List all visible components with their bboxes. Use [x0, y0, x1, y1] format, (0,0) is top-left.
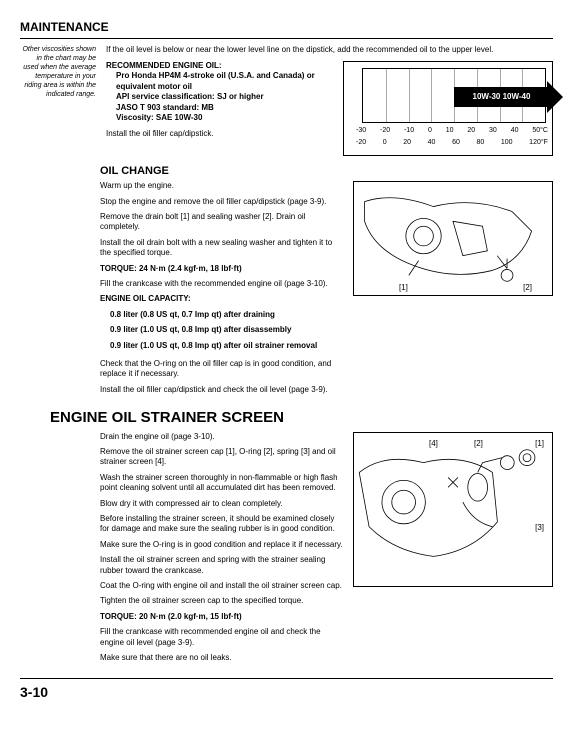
tick: 40 [428, 138, 436, 147]
tick: 40 [511, 126, 519, 135]
tick: 50°C [532, 126, 548, 135]
oc-cap-title: ENGINE OIL CAPACITY: [100, 294, 345, 304]
tick: -20 [356, 138, 366, 147]
drain-bolt-diagram: [1] [2] [353, 181, 553, 296]
viscosity-arrow-icon: 10W-30 10W-40 [454, 87, 549, 107]
st-p3: Wash the strainer screen thoroughly in n… [100, 473, 345, 494]
viscosity-sidenote: Other viscosities shown in the chart may… [20, 45, 100, 156]
tick: -10 [404, 126, 414, 135]
tick: 20 [467, 126, 475, 135]
tick: 120°F [529, 138, 548, 147]
oc-p2: Stop the engine and remove the oil fille… [100, 197, 345, 207]
tick: 30 [489, 126, 497, 135]
oc-p5: Fill the crankcase with the recommended … [100, 279, 345, 289]
strainer-title: ENGINE OIL STRAINER SCREEN [50, 408, 553, 428]
diagram-label-1: [1] [399, 283, 408, 293]
oc-p6: Check that the O-ring on the oil filler … [100, 359, 345, 380]
tick: 20 [403, 138, 411, 147]
page-header: MAINTENANCE [20, 20, 553, 39]
tick: -30 [356, 126, 366, 135]
diagram-label-2: [2] [523, 283, 532, 293]
rec-oil-line2: API service classification: SJ or higher [106, 92, 335, 102]
tick: 80 [476, 138, 484, 147]
page-number: 3-10 [20, 684, 48, 700]
st-p1: Drain the engine oil (page 3-10). [100, 432, 345, 442]
rec-oil-line3: JASO T 903 standard: MB [106, 103, 335, 113]
st-p10: Fill the crankcase with recommended engi… [100, 627, 345, 648]
oc-p4: Install the oil drain bolt with a new se… [100, 238, 345, 259]
oil-change-section: OIL CHANGE Warm up the engine. Stop the … [100, 164, 553, 400]
oc-cap2: 0.9 liter (1.0 US qt, 0.8 Imp qt) after … [100, 325, 345, 335]
tick: 100 [501, 138, 513, 147]
diagram-label-1: [1] [535, 439, 544, 449]
oc-cap1: 0.8 liter (0.8 US qt, 0.7 Imp qt) after … [100, 310, 345, 320]
st-p5: Before installing the strainer screen, i… [100, 514, 345, 535]
strainer-diagram: [1] [2] [3] [4] [353, 432, 553, 587]
tick: 10 [446, 126, 454, 135]
st-p2: Remove the oil strainer screen cap [1], … [100, 447, 345, 468]
st-p7: Install the oil strainer screen and spri… [100, 555, 345, 576]
top-section: Other viscosities shown in the chart may… [20, 45, 553, 156]
oc-p3: Remove the drain bolt [1] and sealing wa… [100, 212, 345, 233]
rec-oil-title: RECOMMENDED ENGINE OIL: [106, 61, 335, 71]
rec-oil-line4: Viscosity: SAE 10W-30 [106, 113, 335, 123]
recommended-oil-block: RECOMMENDED ENGINE OIL: Pro Honda HP4M 4… [106, 61, 335, 156]
oil-change-title: OIL CHANGE [100, 164, 553, 178]
st-p11: Make sure that there are no oil leaks. [100, 653, 345, 663]
strainer-section: Drain the engine oil (page 3-10). Remove… [100, 432, 553, 669]
tick: 0 [383, 138, 387, 147]
install-filler-text: Install the oil filler cap/dipstick. [106, 129, 335, 139]
page-footer: 3-10 [20, 678, 553, 701]
tick: 0 [428, 126, 432, 135]
diagram-label-3: [3] [535, 523, 544, 533]
st-torque: TORQUE: 20 N·m (2.0 kgf·m, 15 lbf·ft) [100, 612, 345, 622]
celsius-scale: -30 -20 -10 0 10 20 30 40 50°C [356, 126, 548, 135]
tick: -20 [380, 126, 390, 135]
diagram-label-2: [2] [474, 439, 483, 449]
fahrenheit-scale: -20 0 20 40 60 80 100 120°F [356, 138, 548, 147]
st-p8: Coat the O-ring with engine oil and inst… [100, 581, 345, 591]
rec-oil-line1: Pro Honda HP4M 4-stroke oil (U.S.A. and … [106, 71, 335, 92]
viscosity-chart: 10W-30 10W-40 -30 -20 -10 0 10 20 30 40 … [343, 61, 553, 156]
arrow-text: 10W-30 10W-40 [473, 92, 531, 102]
st-p9: Tighten the oil strainer screen cap to t… [100, 596, 345, 606]
diagram-label-4: [4] [429, 439, 438, 449]
tick: 60 [452, 138, 460, 147]
oc-p1: Warm up the engine. [100, 181, 345, 191]
st-p4: Blow dry it with compressed air to clean… [100, 499, 345, 509]
st-p6: Make sure the O-ring is in good conditio… [100, 540, 345, 550]
oc-torque: TORQUE: 24 N·m (2.4 kgf·m, 18 lbf·ft) [100, 264, 345, 274]
oc-cap3: 0.9 liter (1.0 US qt, 0.8 Imp qt) after … [100, 341, 345, 351]
oc-p7: Install the oil filler cap/dipstick and … [100, 385, 345, 395]
intro-text: If the oil level is below or near the lo… [106, 45, 553, 55]
